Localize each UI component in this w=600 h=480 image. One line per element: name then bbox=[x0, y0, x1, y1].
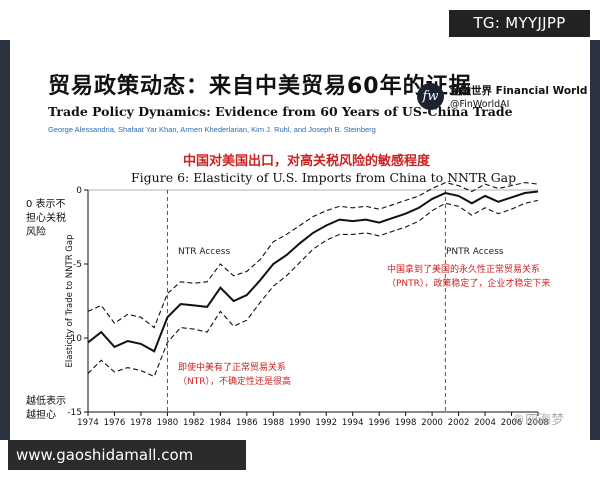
telegram-badge: TG: MYYJJPP bbox=[449, 10, 590, 37]
pntr-annotation-line2: （PNTR），政策稳定了，企业才稳定下来 bbox=[387, 279, 551, 289]
x-tick-label: 1984 bbox=[210, 418, 232, 428]
financial-world-logo-icon: fw bbox=[417, 83, 444, 110]
x-tick-label: 1992 bbox=[315, 418, 337, 428]
frame-left bbox=[0, 40, 10, 440]
x-tick-label: 1982 bbox=[183, 418, 205, 428]
x-tick-label: 2008 bbox=[527, 418, 549, 428]
pntr-annotation-line1: 中国拿到了美国的永久性正常贸易关系 bbox=[387, 265, 541, 275]
title-chinese: 贸易政策动态：来自中美贸易60年的证据 bbox=[48, 74, 472, 99]
authors: George Alessandria, Shafaat Yar Khan, Ar… bbox=[48, 125, 376, 134]
x-tick-label: 2000 bbox=[421, 418, 443, 428]
x-tick-label: 1980 bbox=[157, 418, 179, 428]
frame-right bbox=[590, 40, 600, 440]
x-tick-label: 2006 bbox=[501, 418, 523, 428]
x-tick-label: 1994 bbox=[342, 418, 364, 428]
y-axis-title: Elasticity of Trade to NNTR Gap bbox=[65, 235, 75, 368]
watermark: ©四海梦 bbox=[512, 413, 565, 428]
ntr-annotation-line2: （NTR），不确定性还是很高 bbox=[178, 377, 291, 387]
x-tick-label: 1978 bbox=[130, 418, 152, 428]
ntr-annotation: 即使中美有了正常贸易关系 （NTR），不确定性还是很高 bbox=[178, 361, 291, 389]
brand-name: 金融世界 Financial World bbox=[450, 85, 588, 97]
side-note-top-line3: 风险 bbox=[26, 227, 46, 238]
series-line-estimate bbox=[87, 190, 539, 353]
side-note-top-line1: 0 表示不 bbox=[26, 199, 66, 210]
title-english: Trade Policy Dynamics: Evidence from 60 … bbox=[48, 104, 513, 119]
ntr-access-label: NTR Access bbox=[178, 247, 231, 257]
y-tick-label: -10 bbox=[67, 334, 82, 344]
series-line-lower-ci bbox=[87, 199, 539, 378]
figure-title: Figure 6: Elasticity of U.S. Imports fro… bbox=[131, 170, 517, 185]
side-note-top: 0 表示不 担心关税 风险 bbox=[26, 198, 66, 240]
x-tick-label: 1998 bbox=[395, 418, 417, 428]
x-tick-label: 1986 bbox=[236, 418, 258, 428]
x-tick-label: 1976 bbox=[104, 418, 126, 428]
x-tick-label: 1996 bbox=[368, 418, 390, 428]
pntr-access-label: PNTR Access bbox=[446, 247, 504, 257]
side-note-bottom: 越低表示 越担心 bbox=[26, 395, 66, 423]
brand-handle: @FinWorldAI bbox=[450, 99, 510, 110]
x-tick-label: 1990 bbox=[289, 418, 311, 428]
side-note-bottom-line1: 越低表示 bbox=[26, 396, 66, 407]
x-tick-label: 1974 bbox=[77, 418, 99, 428]
y-tick-label: 0 bbox=[76, 186, 82, 196]
y-tick-label: -15 bbox=[67, 408, 82, 418]
x-tick-label: 1988 bbox=[262, 418, 284, 428]
figure-caption-chinese: 中国对美国出口，对高关税风险的敏感程度 bbox=[183, 154, 431, 169]
site-url-badge: www.gaoshidamall.com bbox=[8, 440, 246, 470]
side-note-top-line2: 担心关税 bbox=[26, 213, 66, 224]
side-note-bottom-line2: 越担心 bbox=[26, 410, 56, 421]
ntr-annotation-line1: 即使中美有了正常贸易关系 bbox=[178, 363, 287, 373]
x-tick-label: 2004 bbox=[474, 418, 496, 428]
pntr-annotation: 中国拿到了美国的永久性正常贸易关系 （PNTR），政策稳定了，企业才稳定下来 bbox=[387, 263, 550, 291]
x-tick-label: 2002 bbox=[448, 418, 470, 428]
series-line-upper-ci bbox=[87, 182, 539, 329]
y-tick-label: -5 bbox=[73, 260, 82, 270]
